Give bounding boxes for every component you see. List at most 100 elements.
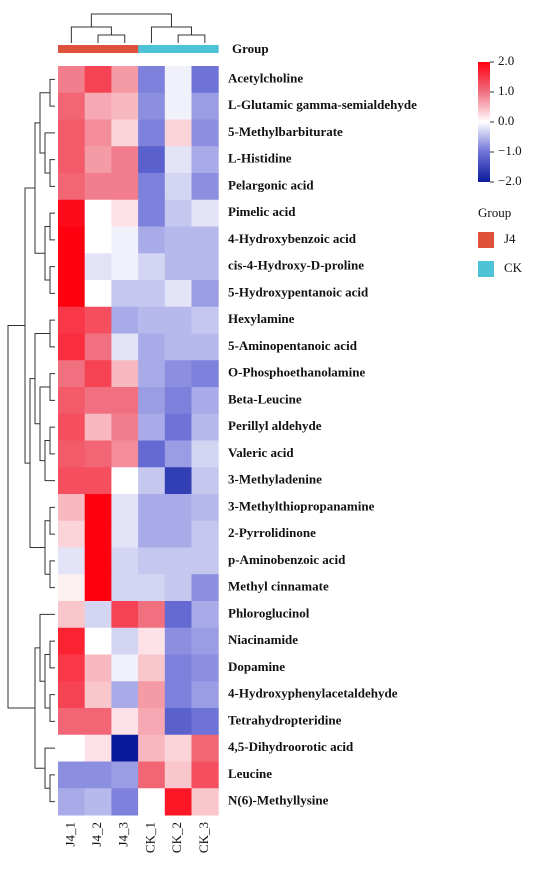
dendrogram-branch [39, 613, 55, 682]
heatmap-cell [191, 146, 219, 174]
heatmap-cell [191, 66, 219, 94]
heatmap-cell [164, 306, 192, 334]
heatmap-cell [138, 654, 166, 682]
dendrogram-branch [49, 373, 55, 401]
colorbar-tick-label: −2.0 [498, 173, 522, 188]
colorbar-tick-label: 2.0 [498, 53, 514, 68]
heatmap-cell [164, 119, 192, 147]
dendrogram-branch [49, 319, 55, 348]
heatmap-cell [164, 467, 192, 495]
heatmap-cell [164, 387, 192, 415]
row-label: 2-Pyrrolidinone [228, 525, 316, 540]
heatmap-cell [191, 574, 219, 602]
row-label: 3-Methylthiopropanamine [228, 498, 375, 513]
heatmap-cell [84, 306, 112, 334]
column-label: J4_1 [62, 822, 77, 847]
dendrogram-branch [49, 159, 55, 187]
heatmap-cell [191, 360, 219, 388]
row-label: 4-Hydroxybenzoic acid [228, 231, 357, 246]
heatmap-cell [58, 761, 86, 789]
heatmap-cell [111, 173, 139, 201]
row-label: L-Glutamic gamma-semialdehyde [228, 97, 417, 112]
heatmap-cell [191, 413, 219, 441]
heatmap-cell [58, 654, 86, 682]
heatmap-cell [164, 681, 192, 709]
heatmap-cell [191, 654, 219, 682]
heatmap-cell [84, 146, 112, 174]
heatmap-cell [58, 708, 86, 736]
colorbar-tick-label: −1.0 [498, 143, 522, 158]
heatmap-cell [111, 467, 139, 495]
heatmap-cell [138, 601, 166, 629]
heatmap-cell [191, 280, 219, 308]
heatmap-cell [111, 360, 139, 388]
dendrogram-branch [44, 520, 50, 575]
heatmap-cell [84, 66, 112, 94]
row-label: Acetylcholine [228, 70, 303, 85]
heatmap-cell [111, 734, 139, 762]
dendrogram-branch [90, 13, 172, 27]
heatmap-cell [164, 226, 192, 254]
heatmap-cell [111, 654, 139, 682]
heatmap-cell [58, 520, 86, 548]
heatmap-cell [84, 333, 112, 361]
heatmap-cell [111, 333, 139, 361]
heatmap-cell [58, 413, 86, 441]
heatmap-cell [111, 253, 139, 281]
column-label: CK_1 [142, 822, 157, 853]
heatmap-cell [164, 199, 192, 227]
heatmap-cell [164, 708, 192, 736]
dendrogram-branch [44, 226, 50, 281]
heatmap-cell [164, 574, 192, 602]
heatmap-cell [164, 66, 192, 94]
heatmap-cell [138, 226, 166, 254]
dendrogram [7, 13, 206, 803]
heatmap-cell [164, 413, 192, 441]
heatmap-cell [58, 92, 86, 120]
heatmap-cell [164, 734, 192, 762]
heatmap-cell [191, 440, 219, 468]
heatmap-cell [191, 119, 219, 147]
heatmap-cell [164, 761, 192, 789]
heatmap-cell [138, 146, 166, 174]
dendrogram-branch [49, 640, 55, 669]
heatmap-cell [138, 708, 166, 736]
heatmap-cell [138, 574, 166, 602]
colorbar [478, 62, 490, 182]
group-bar [111, 45, 139, 53]
heatmap-cell [191, 92, 219, 120]
row-label: Beta-Leucine [228, 391, 302, 406]
heatmap-cell [111, 146, 139, 174]
heatmap-cell [164, 146, 192, 174]
heatmap-cell [191, 547, 219, 575]
heatmap-cell [84, 494, 112, 522]
column-label: J4_3 [116, 822, 131, 847]
heatmap-cell [191, 681, 219, 709]
heatmap-cell [138, 173, 166, 201]
heatmap-cell [84, 119, 112, 147]
heatmap-cell [84, 681, 112, 709]
dendrogram-branch [177, 34, 206, 43]
heatmap-cell [58, 146, 86, 174]
legend-swatch [478, 261, 494, 277]
dendrogram-branch [97, 34, 126, 43]
heatmap-cell [111, 520, 139, 548]
heatmap-cell [164, 601, 192, 629]
row-label: Pelargonic acid [228, 177, 314, 192]
heatmap-cell [111, 761, 139, 789]
dendrogram-branch [34, 333, 50, 425]
heatmap-cell [84, 226, 112, 254]
heatmap-cell [84, 173, 112, 201]
dendrogram-branch [49, 560, 55, 589]
row-label: cis-4-Hydroxy-D-proline [228, 258, 364, 273]
heatmap-cell [138, 494, 166, 522]
heatmap-cell [138, 66, 166, 94]
row-label: Phloroglucinol [228, 605, 310, 620]
heatmap-cell [138, 387, 166, 415]
heatmap-cell [58, 734, 86, 762]
legend-label: J4 [504, 231, 516, 246]
row-label: 5-Methylbarbiturate [228, 124, 343, 139]
heatmap-cell [164, 280, 192, 308]
group-label: Group [232, 41, 269, 56]
